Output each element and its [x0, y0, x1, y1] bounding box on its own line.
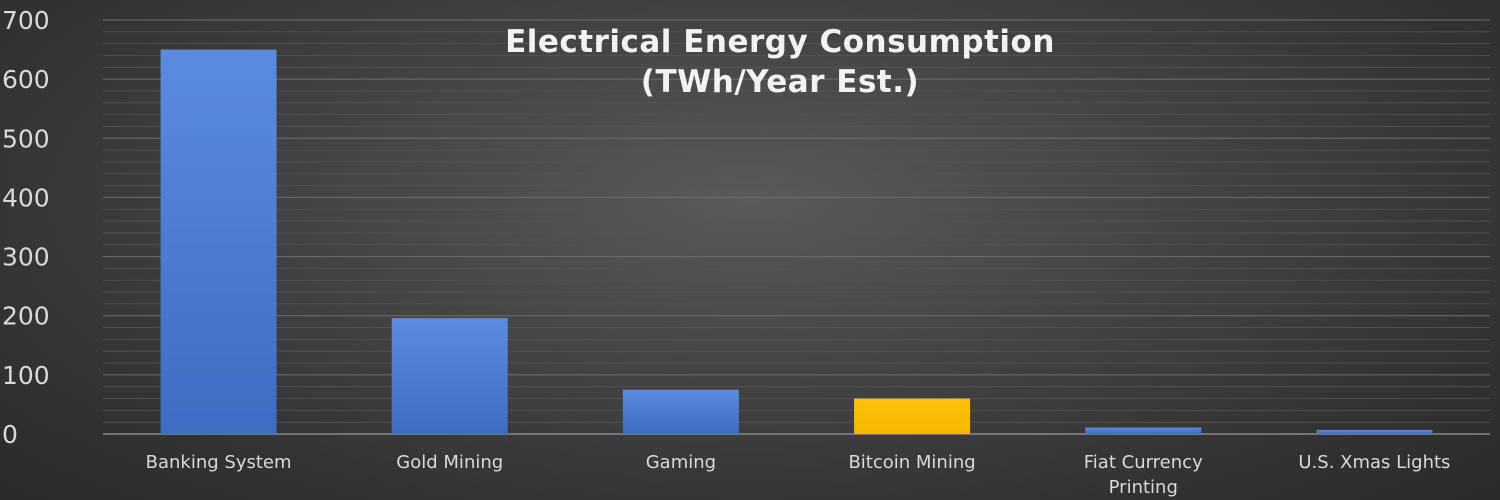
- bar: [391, 318, 508, 434]
- bar: [854, 398, 971, 434]
- bar: [160, 49, 277, 434]
- gridlines: [103, 19, 1490, 435]
- y-tick-label: 400: [2, 183, 50, 212]
- bar: [1085, 427, 1202, 434]
- x-category-label: Gold Mining: [396, 452, 503, 473]
- y-axis-ticks: 0 100 200 300 400 500 600 700: [2, 6, 50, 449]
- y-tick-label: 300: [2, 243, 50, 272]
- x-category-label: U.S. Xmas Lights: [1298, 452, 1450, 473]
- bars: [160, 49, 1433, 434]
- y-tick-label: 100: [2, 361, 50, 390]
- chart-title-line: (TWh/Year Est.): [641, 64, 919, 100]
- x-category-label: Banking System: [146, 452, 292, 473]
- x-axis-categories: Banking System Gold Mining Gaming Bitcoin M…: [146, 452, 1451, 498]
- y-tick-label: 0: [2, 420, 18, 449]
- x-category-label: Gaming: [646, 452, 716, 473]
- chart-title-line: Electrical Energy Consumption: [505, 24, 1055, 60]
- y-tick-label: 600: [2, 65, 50, 94]
- y-tick-label: 700: [2, 6, 50, 35]
- bar: [622, 389, 739, 434]
- x-category-label: Bitcoin Mining: [848, 452, 975, 473]
- x-category-label: Fiat Currency Printing: [1084, 452, 1203, 498]
- bar: [1316, 429, 1433, 434]
- chart-title: Electrical Energy Consumption (TWh/Year E…: [505, 24, 1055, 100]
- y-tick-label: 500: [2, 124, 50, 153]
- y-tick-label: 200: [2, 302, 50, 331]
